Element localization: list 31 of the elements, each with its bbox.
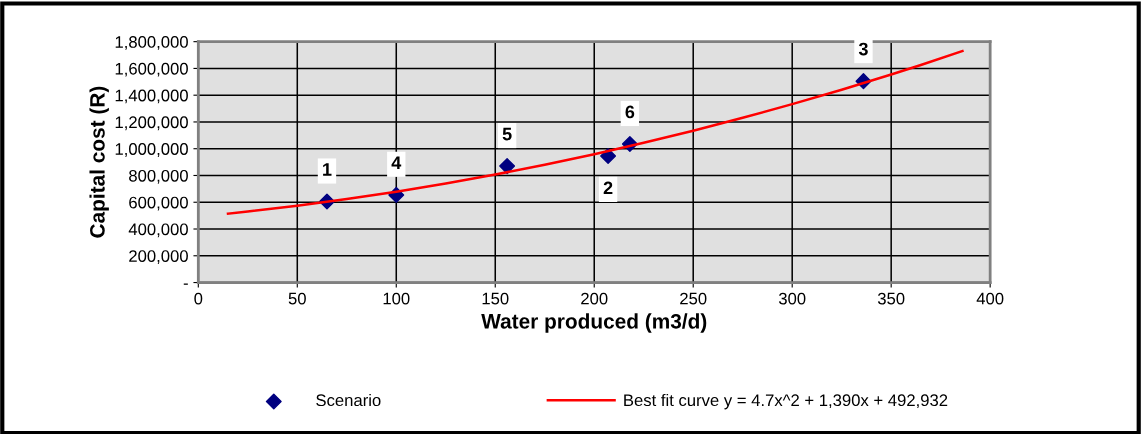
y-tick-label: 400,000 [128,223,188,238]
annotation: 5 [502,127,512,141]
legend-label: Best fit curve y = 4.7x^2 + 1,390x + 492,932 [624,393,948,410]
annotation: 3 [858,42,868,56]
y-tick-label: 1,600,000 [115,62,188,77]
x-axis-title: Water produced (m3/d) [481,313,707,333]
x-tick-label: 400 [976,292,1004,305]
y-tick-label: - [183,283,188,285]
x-tick-label: 100 [383,292,410,305]
x-tick-label: 0 [194,292,203,305]
y-tick-label: 1,400,000 [115,89,188,104]
annotation: 2 [603,181,613,195]
x-tick-label: 150 [482,292,509,305]
annotation: 6 [625,105,635,119]
y-tick-label: 1,000,000 [115,143,188,157]
y-tick-label: 600,000 [129,196,188,211]
x-tick-label: 350 [877,292,905,305]
annotation: 4 [391,156,402,169]
x-tick-label: 300 [778,292,806,305]
x-tick-label: 250 [680,292,707,305]
y-tick-label: 1,200,000 [115,116,188,131]
x-tick-label: 200 [581,292,608,305]
y-tick-label: 1,800,000 [115,36,188,50]
annotation: 1 [323,163,332,176]
y-axis-title: Capital cost (R) [89,86,109,238]
y-tick-label: 200,000 [129,250,188,264]
point [499,158,516,175]
point [600,148,617,165]
y-tick-label: 800,000 [129,169,188,184]
x-tick-label: 50 [288,292,306,305]
legend-label: Scenario [316,393,381,407]
